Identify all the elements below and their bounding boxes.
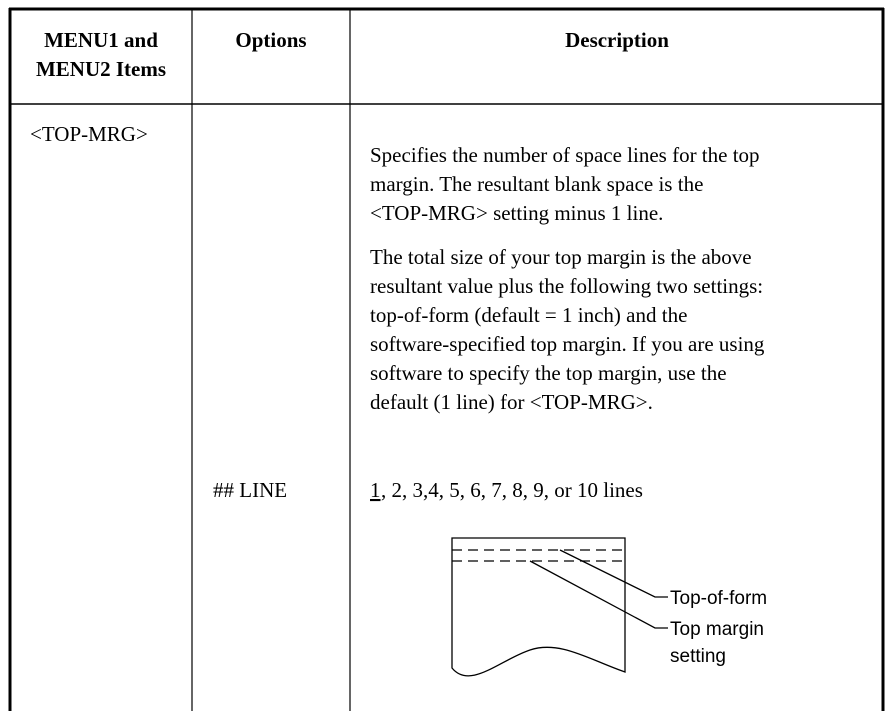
description-line: margin. The resultant blank space is the (370, 172, 703, 196)
item: <TOP-MRG> (30, 122, 148, 146)
header-cell: Description (565, 28, 669, 52)
description-line: software to specify the top margin, use … (370, 361, 727, 385)
description: Specifies the number of space lines for … (370, 143, 765, 414)
header-cell: Options (235, 28, 306, 52)
description-line: Specifies the number of space lines for … (370, 143, 760, 167)
figure-label: setting (670, 646, 726, 667)
header-cell: MENU1 and (44, 28, 158, 52)
default-value: 1 (370, 478, 381, 502)
figure (451, 537, 668, 677)
option: ## LINE (213, 478, 287, 502)
description-line: default (1 line) for <TOP-MRG>. (370, 390, 653, 414)
figure-label: Top margin (670, 619, 764, 640)
values: , 2, 3,4, 5, 6, 7, 8, 9, or 10 lines (381, 478, 643, 502)
table-borders (8, 7, 885, 711)
header-cell: MENU2 Items (36, 57, 166, 81)
description-line: top-of-form (default = 1 inch) and the (370, 303, 687, 327)
description-line: The total size of your top margin is the… (370, 245, 752, 269)
description-line: <TOP-MRG> setting minus 1 line. (370, 201, 663, 225)
figure-label: Top-of-form (670, 588, 767, 609)
description-line: software-specified top margin. If you ar… (370, 332, 765, 356)
description-line: resultant value plus the following two s… (370, 274, 763, 298)
